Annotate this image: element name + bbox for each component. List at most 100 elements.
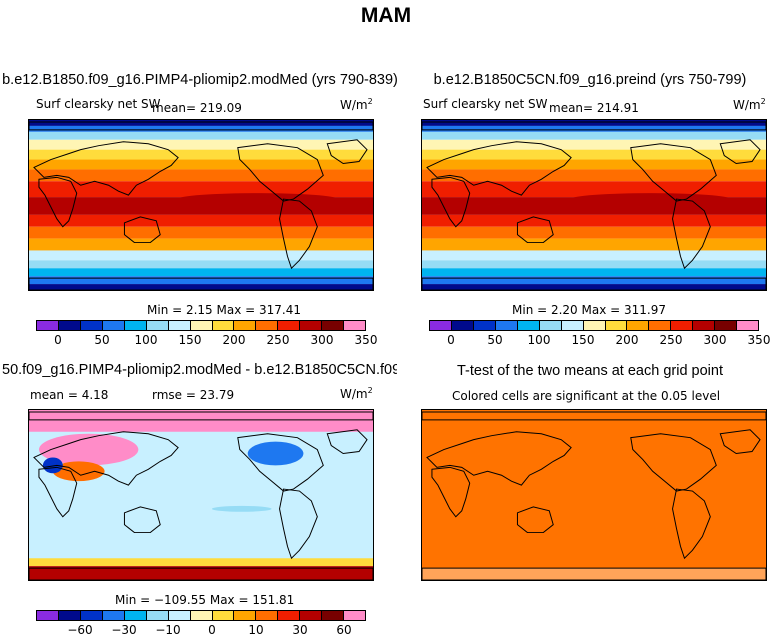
colorbar-cell	[58, 611, 81, 620]
lat-band	[422, 214, 766, 227]
coastline	[29, 567, 373, 580]
colorbar-cell	[124, 321, 147, 330]
colorbar-cell	[715, 321, 738, 330]
coastline	[672, 198, 711, 270]
colorbar-tick-label: 250	[659, 333, 683, 347]
tropical-pacific-region	[211, 505, 272, 512]
colorbar-cell	[102, 611, 125, 620]
arctic-positive-region	[29, 410, 373, 432]
colorbar-cell	[473, 321, 496, 330]
colorbar-cell	[322, 611, 345, 620]
lat-band	[422, 250, 766, 261]
lat-band	[29, 131, 373, 140]
coastline	[29, 411, 373, 421]
coastline	[29, 277, 373, 290]
coastline	[123, 506, 161, 534]
panel-2-variable: Surf clearsky net SW	[423, 97, 548, 111]
coastline	[279, 198, 318, 270]
coastline	[38, 466, 78, 518]
tropical-max-region	[178, 193, 338, 205]
colorbar-tick-label: 150	[178, 333, 202, 347]
negative-region	[42, 457, 63, 474]
lat-band	[29, 181, 373, 198]
colorbar-cell	[124, 611, 147, 620]
coastline	[123, 216, 161, 244]
coastline	[431, 466, 471, 518]
coastline	[237, 143, 324, 202]
coastline	[33, 141, 179, 196]
colorbar-cell	[212, 611, 235, 620]
colorbar-tick-label: 50	[94, 333, 110, 347]
colorbar-cell	[58, 321, 81, 330]
lat-band	[422, 226, 766, 239]
colorbar-cell	[583, 321, 606, 330]
tropical-max-region	[571, 193, 731, 205]
colorbar-cell	[300, 611, 323, 620]
lat-band	[29, 159, 373, 170]
panel-1-map-field	[29, 120, 373, 290]
panel-4-title: T-test of the two means at each grid poi…	[457, 363, 723, 379]
coastline	[422, 411, 766, 421]
coastline	[422, 277, 766, 290]
colorbar-cell	[102, 321, 125, 330]
colorbar-tick-label: 60	[336, 623, 352, 637]
colorbar-tick-label: 150	[571, 333, 595, 347]
coastline	[630, 433, 717, 492]
coastline	[431, 176, 471, 228]
colorbar-cell	[693, 321, 716, 330]
coastline	[38, 176, 78, 228]
significance-field	[422, 410, 766, 580]
colorbar-cell	[300, 321, 323, 330]
tropical-max-region	[63, 198, 174, 208]
colorbar-tick-label: 10	[248, 623, 264, 637]
lat-band	[422, 120, 766, 126]
colorbar-tick-label: 0	[447, 333, 455, 347]
colorbar-cell	[256, 321, 279, 330]
colorbar-tick-label: 30	[292, 623, 308, 637]
lat-band	[29, 125, 373, 132]
coastline	[672, 488, 711, 560]
eurasia-positive-region	[38, 433, 139, 466]
colorbar-tick-label: 100	[527, 333, 551, 347]
colorbar-tick-label: 350	[747, 333, 771, 347]
lat-band	[422, 139, 766, 150]
colorbar-cell	[168, 321, 191, 330]
coastline	[516, 506, 554, 534]
panel-3-colorbar	[36, 610, 366, 621]
insignificant-band	[422, 568, 766, 580]
colorbar-cell	[430, 321, 452, 330]
colorbar-cell	[451, 321, 474, 330]
colorbar-cell	[671, 321, 694, 330]
colorbar-cell	[344, 321, 366, 330]
panel-2-title: b.e12.B1850C5CN.f09_g16.preind (yrs 750-…	[433, 72, 747, 88]
colorbar-tick-label: 200	[222, 333, 246, 347]
lat-band	[422, 284, 766, 290]
panel-3-units: W/m2	[340, 386, 373, 401]
lat-band	[29, 120, 373, 126]
panel-3-map-field	[29, 410, 373, 580]
coastline	[426, 141, 572, 196]
colorbar-cell	[80, 611, 103, 620]
colorbar-cell	[168, 611, 191, 620]
colorbar-cell	[190, 611, 213, 620]
lat-band	[29, 268, 373, 277]
coastline	[33, 431, 179, 486]
colorbar-tick-label: 300	[703, 333, 727, 347]
colorbar-cell	[212, 321, 235, 330]
colorbar-tick-label: 250	[266, 333, 290, 347]
panel-2-map-field	[422, 120, 766, 290]
colorbar-cell	[344, 611, 366, 620]
coastline	[237, 433, 324, 492]
colorbar-cell	[234, 321, 257, 330]
lat-band	[422, 181, 766, 198]
lat-band	[29, 169, 373, 182]
lat-band	[422, 125, 766, 132]
colorbar-cell	[627, 321, 650, 330]
colorbar-cell	[561, 321, 584, 330]
colorbar-tick-label: 50	[487, 333, 503, 347]
panel-3-mean: mean = 4.18	[30, 388, 109, 402]
panel-3-rmse: rmse = 23.79	[152, 388, 235, 402]
panel-2-units: W/m2	[733, 97, 766, 112]
lat-band	[29, 149, 373, 160]
lat-band	[29, 276, 373, 285]
